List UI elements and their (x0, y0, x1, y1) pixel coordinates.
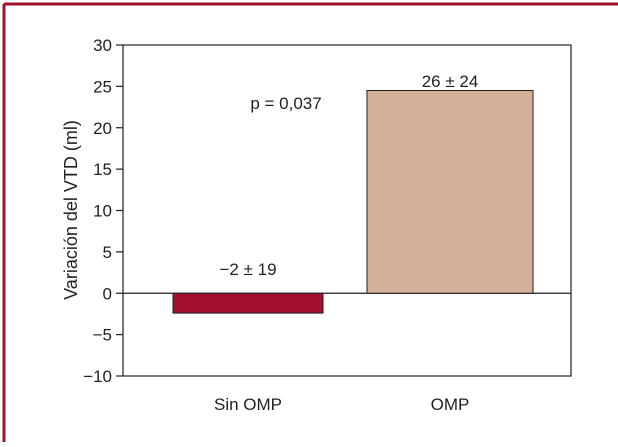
category-label-sin-omp: Sin OMP (214, 395, 282, 414)
category-label-omp: OMP (431, 395, 470, 414)
y-tick-label: 5 (103, 243, 112, 262)
value-label-sin-omp: −2 ± 19 (219, 260, 276, 279)
p-value-annotation: p = 0,037 (250, 94, 321, 113)
y-tick-label: −5 (93, 326, 112, 345)
bar-omp (366, 90, 534, 294)
y-axis-ticks: 30 25 20 15 10 5 0 −5 −10 (83, 36, 123, 386)
bars (172, 90, 534, 314)
y-axis-title: Variación del VTD (ml) (61, 120, 81, 300)
y-tick-label: 0 (103, 284, 112, 303)
y-tick-label: −10 (83, 367, 112, 386)
y-tick-label: 25 (93, 77, 112, 96)
y-tick-label: 20 (93, 119, 112, 138)
y-tick-label: 15 (93, 160, 112, 179)
y-tick-label: 10 (93, 202, 112, 221)
bar-sin-omp (172, 292, 324, 314)
y-tick-label: 30 (93, 36, 112, 55)
value-label-omp: 26 ± 24 (422, 72, 479, 91)
